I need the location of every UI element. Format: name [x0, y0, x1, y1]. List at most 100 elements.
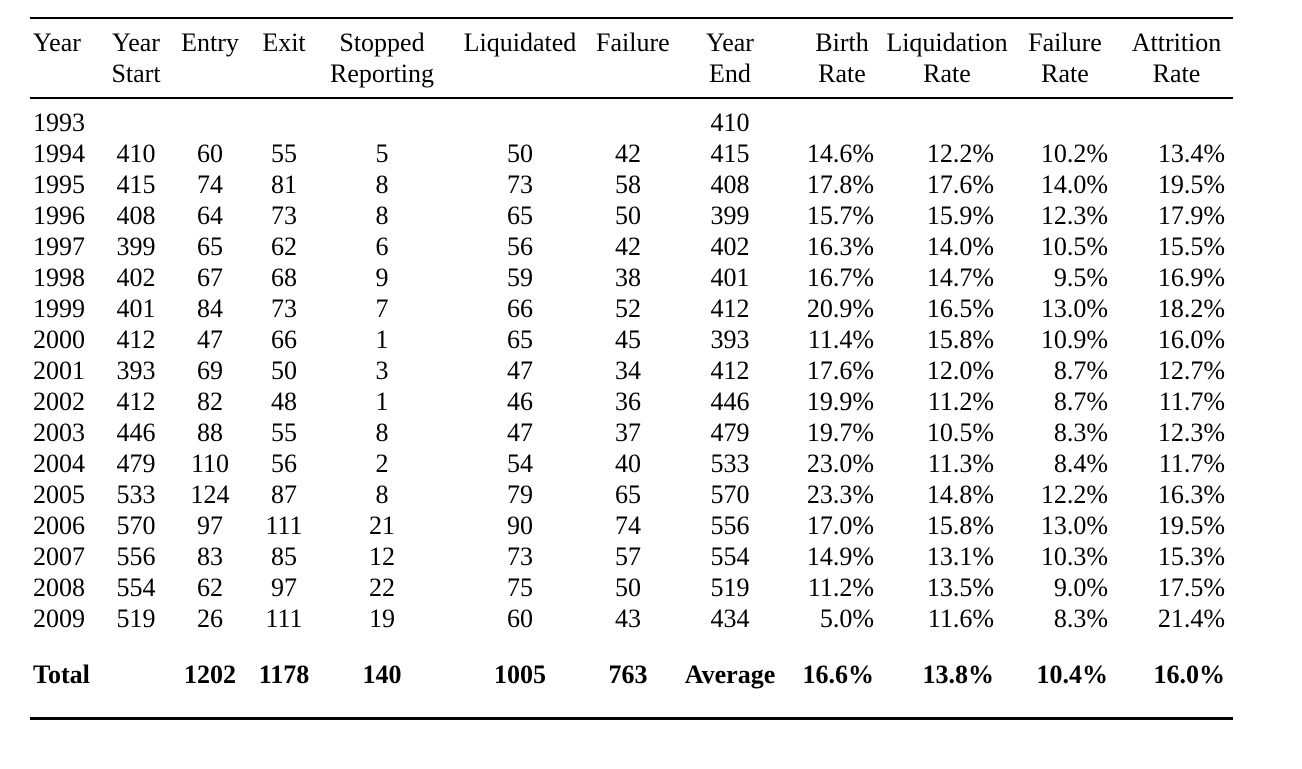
cell-exit: 56	[271, 449, 297, 478]
cell-year: 1996	[33, 201, 85, 230]
cell-attrition_rate: 15.5%	[1157, 232, 1225, 261]
cell-entry: 88	[197, 418, 223, 447]
column-header-year-line2	[33, 58, 100, 89]
cell-stopped_reporting: 7	[375, 294, 389, 323]
cell-birth_rate: 17.8%	[806, 170, 874, 199]
cell-year_end: 556	[710, 511, 750, 540]
column-header-liquidated: Liquidated	[444, 18, 596, 99]
cell-failure_rate: 10.2%	[1040, 139, 1108, 168]
cell-birth_rate: 11.4%	[807, 325, 874, 354]
cell-exit: 87	[271, 480, 297, 509]
cell-year: 2004	[33, 449, 85, 478]
cell-year_end: 408	[710, 170, 750, 199]
column-header-exit: Exit	[248, 18, 320, 99]
cell-year_end: 402	[710, 232, 750, 261]
cell-entry: 64	[197, 201, 223, 230]
cell-entry: 84	[197, 294, 223, 323]
cell-failure: 43	[615, 604, 641, 633]
cell-year_start	[100, 98, 172, 138]
cell-failure: 50	[615, 573, 641, 602]
table-body: 1993 410 1994 410 60 55 5 50 42 415 14.6% 12.2% 10.2…	[30, 98, 1233, 634]
cell-attrition_rate: 18.2%	[1157, 294, 1225, 323]
cell-entry: 74	[197, 170, 223, 199]
column-header-liquidation_rate: Liquidation Rate	[884, 18, 1010, 99]
cell-year: 2003	[33, 418, 85, 447]
column-header-attrition_rate: Attrition Rate	[1120, 18, 1233, 99]
cell-exit: 85	[271, 542, 297, 571]
cell-liquidation_rate: 15.8%	[926, 325, 994, 354]
cell-year_start: 479	[116, 449, 156, 478]
column-header-entry: Entry	[172, 18, 248, 99]
cell-liquidated: 56	[507, 232, 533, 261]
cell-year: 2007	[33, 542, 85, 571]
cell-liquidated: 47	[507, 418, 533, 447]
column-header-year_start-line1: Year	[112, 28, 160, 57]
cell-year_start: 570	[116, 511, 156, 540]
cell-liquidated: 65	[507, 201, 533, 230]
cell-year: 1997	[33, 232, 85, 261]
cell-stopped_reporting: 9	[375, 263, 389, 292]
cell-year: 2009	[33, 604, 85, 633]
cell-birth_rate: 14.9%	[806, 542, 874, 571]
cell-failure_rate: 8.7%	[1053, 356, 1108, 385]
cell-stopped_reporting: 8	[375, 201, 389, 230]
cell-failure_rate: 13.0%	[1040, 294, 1108, 323]
cell-year: 2005	[33, 480, 85, 509]
survival-statistics-table: Year Year Start Entry Exit Stopped Reporting Li…	[30, 17, 1233, 720]
cell-entry: 60	[197, 139, 223, 168]
total-cell-attrition_rate: 16.0%	[1153, 660, 1226, 689]
cell-birth_rate: 19.9%	[806, 387, 874, 416]
table-row-2001: 2001 393 69 50 3 47 34 412 17.6% 12.0% 8.7% 12.7%	[30, 355, 1233, 386]
cell-attrition_rate: 13.4%	[1157, 139, 1225, 168]
total-cell-failure_rate: 10.4%	[1036, 660, 1109, 689]
column-header-failure_rate-line2: Rate	[1041, 59, 1089, 88]
cell-attrition_rate: 17.9%	[1157, 201, 1225, 230]
cell-liquidated: 73	[507, 542, 533, 571]
cell-year_end: 533	[710, 449, 750, 478]
cell-failure: 37	[615, 418, 641, 447]
column-header-stopped_reporting: Stopped Reporting	[320, 18, 444, 99]
cell-year_end: 399	[710, 201, 750, 230]
cell-birth_rate	[800, 98, 884, 138]
column-header-year_end-line1: Year	[706, 28, 754, 57]
column-header-year_start: Year Start	[100, 18, 172, 99]
cell-stopped_reporting: 6	[375, 232, 389, 261]
column-header-exit-line2	[248, 58, 320, 89]
cell-birth_rate: 19.7%	[806, 418, 874, 447]
cell-failure_rate: 10.9%	[1040, 325, 1108, 354]
cell-attrition_rate: 12.3%	[1157, 418, 1225, 447]
column-header-failure_rate-line1: Failure	[1028, 28, 1102, 57]
cell-birth_rate: 16.3%	[806, 232, 874, 261]
cell-liquidated: 73	[507, 170, 533, 199]
table-row-2009: 2009 519 26 111 19 60 43 434 5.0% 11.6% 8.3% 21.4%	[30, 603, 1233, 634]
cell-entry: 67	[197, 263, 223, 292]
cell-year_end: 479	[710, 418, 750, 447]
cell-entry	[172, 98, 248, 138]
cell-year_start: 393	[116, 356, 156, 385]
total-cell-stopped_reporting: 140	[362, 660, 402, 689]
total-cell-year: Total	[33, 660, 90, 689]
cell-year_start: 554	[116, 573, 156, 602]
cell-year_start: 446	[116, 418, 156, 447]
cell-stopped_reporting: 8	[375, 418, 389, 447]
cell-failure: 36	[615, 387, 641, 416]
cell-entry: 62	[197, 573, 223, 602]
cell-attrition_rate: 15.3%	[1157, 542, 1225, 571]
cell-birth_rate: 5.0%	[819, 604, 874, 633]
cell-exit: 97	[271, 573, 297, 602]
cell-entry: 65	[197, 232, 223, 261]
cell-entry: 26	[197, 604, 223, 633]
cell-attrition_rate: 17.5%	[1157, 573, 1225, 602]
cell-failure_rate: 9.5%	[1053, 263, 1108, 292]
cell-stopped_reporting: 5	[375, 139, 389, 168]
table-row-2006: 2006 570 97 111 21 90 74 556 17.0% 15.8% 13.0% 19.5…	[30, 510, 1233, 541]
total-cell-liquidated: 1005	[494, 660, 546, 689]
cell-year_end: 519	[710, 573, 750, 602]
cell-liquidation_rate: 17.6%	[926, 170, 994, 199]
cell-liquidation_rate: 14.8%	[926, 480, 994, 509]
cell-liquidation_rate: 14.7%	[926, 263, 994, 292]
cell-year: 2006	[33, 511, 85, 540]
cell-stopped_reporting: 2	[375, 449, 389, 478]
cell-exit: 73	[271, 201, 297, 230]
